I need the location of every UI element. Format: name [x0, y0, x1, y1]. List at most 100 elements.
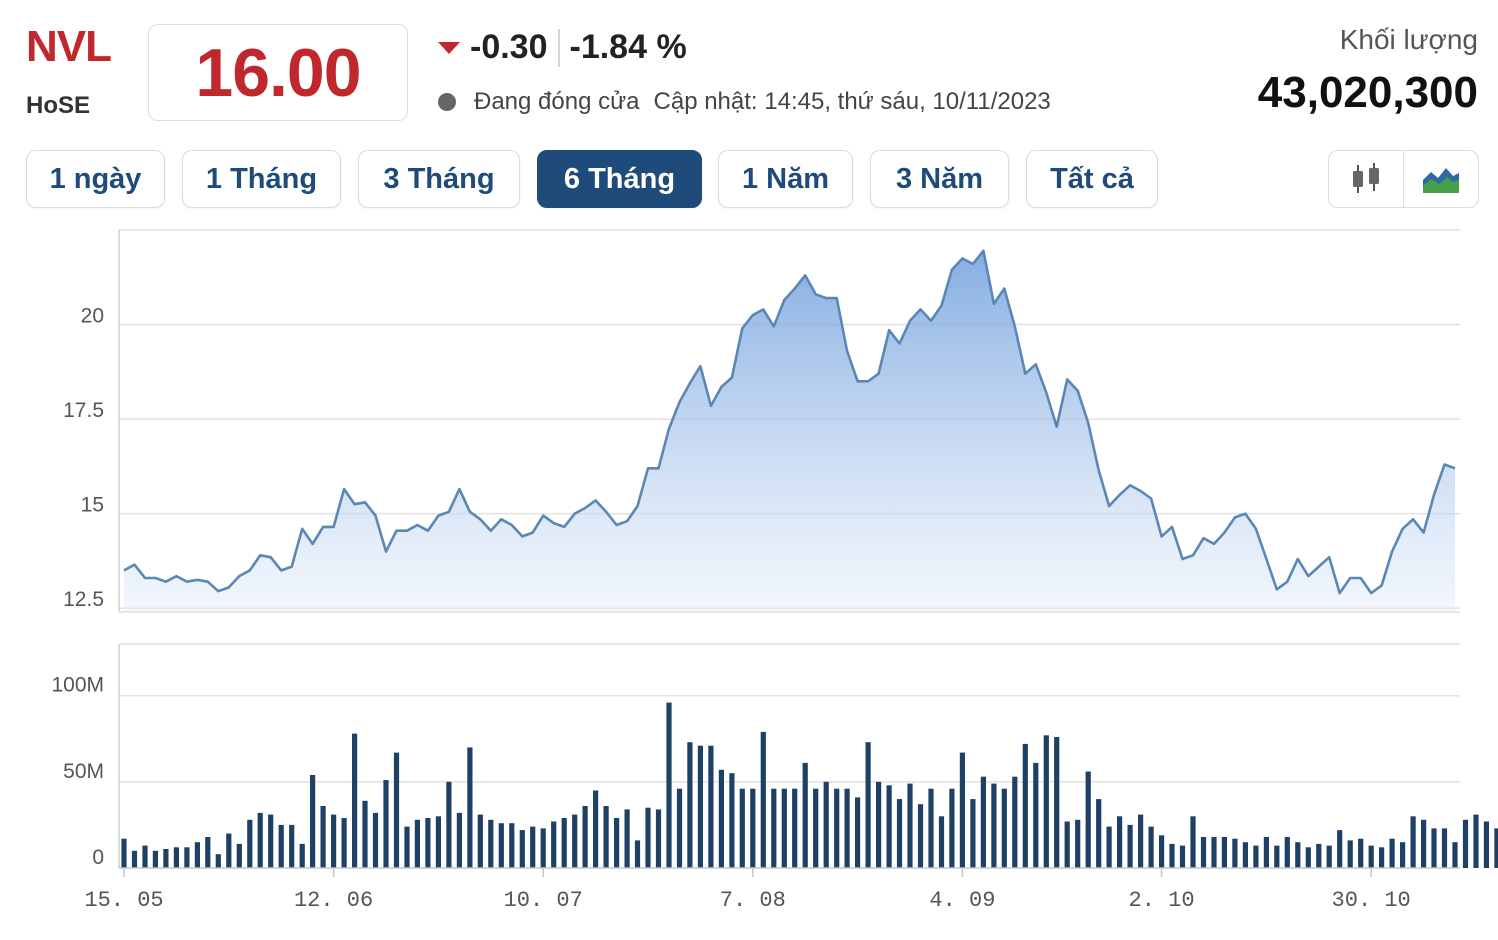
price-tick-label: 12.5 [63, 588, 104, 611]
volume-bar [561, 818, 567, 868]
x-tick-label: 15. 05 [84, 888, 163, 913]
volume-bar [582, 806, 588, 868]
area-chart-button[interactable] [1403, 151, 1478, 207]
volume-bar [1232, 838, 1238, 868]
x-tick-label: 10. 07 [504, 888, 583, 913]
x-tick-label: 12. 06 [294, 888, 373, 913]
tab-1-month[interactable]: 1 Tháng [182, 150, 341, 208]
volume-bar [414, 819, 420, 868]
volume-bar [540, 828, 546, 868]
price-line [123, 249, 1456, 595]
volume-bar [718, 769, 724, 868]
volume-bar [855, 797, 861, 868]
volume-bar [1494, 828, 1498, 868]
price-tick-label: 17.5 [63, 399, 104, 422]
volume-bar [844, 788, 850, 868]
volume-bar [268, 814, 274, 868]
volume-bar [1054, 737, 1060, 868]
volume-bar [1326, 845, 1332, 868]
volume-bar [509, 823, 515, 868]
volume-bar [1284, 837, 1290, 868]
x-tick-label: 30. 10 [1332, 888, 1411, 913]
volume-bar [152, 850, 158, 868]
volume-bar [1064, 821, 1070, 868]
volume-bar [907, 783, 913, 868]
volume-bar [1462, 819, 1469, 868]
ticker-symbol: NVL [26, 22, 112, 71]
volume-bar [456, 812, 462, 868]
volume-bar [634, 840, 641, 868]
volume-bar [823, 781, 829, 868]
volume-bar [236, 843, 242, 868]
volume-bar [781, 788, 787, 868]
volume-tick-label: 100M [51, 674, 104, 697]
volume-bar [949, 788, 955, 868]
volume-bar [331, 814, 337, 868]
volume-tick-label: 0 [92, 846, 104, 869]
volume-tick-label: 50M [63, 760, 104, 783]
volume-bar [970, 799, 976, 868]
volume-bar [1106, 826, 1112, 868]
volume-bar [184, 847, 190, 868]
volume-bar [425, 818, 431, 868]
volume-bar [1179, 845, 1186, 868]
market-status-row: Đang đóng cửa Cập nhật: 14:45, thứ sáu, … [438, 88, 1051, 116]
volume-bar [1337, 830, 1343, 868]
volume-bar [697, 745, 703, 868]
volume-bar [1221, 837, 1227, 868]
x-tick-label: 7. 08 [720, 888, 786, 913]
price-tick-label: 15 [81, 494, 104, 517]
volume-bar [372, 812, 379, 868]
volume-bar [917, 804, 924, 868]
tab-6-months[interactable]: 6 Tháng [537, 150, 702, 208]
volume-bar [362, 800, 368, 868]
price-change: -0.30 [470, 28, 548, 66]
volume-bar [991, 783, 997, 868]
tab-1-year[interactable]: 1 Năm [718, 150, 853, 208]
volume-bar [1421, 819, 1427, 868]
volume-bar [247, 819, 253, 868]
price-change-percent: -1.84 % [569, 28, 687, 66]
tab-1-day[interactable]: 1 ngày [26, 150, 165, 208]
volume-bar [142, 845, 148, 868]
volume-bar [121, 838, 127, 868]
volume-bar [1169, 843, 1175, 868]
volume-bar [865, 742, 871, 868]
volume-bar [205, 837, 211, 868]
chart-type-toggle [1328, 150, 1479, 208]
volume-bar [886, 785, 892, 868]
volume-bar [257, 812, 263, 868]
volume-bar [1473, 814, 1479, 868]
volume-bar [341, 818, 347, 868]
volume-bar [404, 826, 410, 868]
volume-bar [1159, 835, 1165, 868]
volume-bar [959, 752, 965, 868]
volume-bar [1001, 788, 1007, 868]
volume-bar [278, 824, 284, 868]
volume-bar [1431, 828, 1437, 868]
tab-3-years[interactable]: 3 Năm [870, 150, 1009, 208]
volume-bar [1253, 845, 1259, 868]
volume-bar [173, 847, 179, 868]
volume-bar [1400, 842, 1406, 868]
volume-bar [1117, 816, 1123, 868]
volume-bar [792, 788, 798, 868]
tab-3-months[interactable]: 3 Tháng [358, 150, 520, 208]
volume-value: 43,020,300 [1257, 68, 1478, 117]
volume-bar [834, 788, 840, 868]
volume-label: Khối lượng [1339, 24, 1478, 55]
last-updated: Cập nhật: 14:45, thứ sáu, 10/11/2023 [653, 88, 1051, 115]
volume-bar [1075, 819, 1081, 868]
tab-all[interactable]: Tất cả [1026, 150, 1158, 208]
volume-bar [760, 731, 766, 868]
volume-bar [739, 788, 745, 868]
candlestick-button[interactable] [1329, 151, 1403, 207]
volume-bar [1263, 837, 1269, 868]
volume-bar [655, 809, 662, 868]
volume-bar [1389, 838, 1395, 868]
volume-bar [593, 790, 599, 868]
volume-bar [435, 816, 441, 868]
volume-bar [194, 842, 200, 868]
volume-bar [467, 747, 473, 868]
